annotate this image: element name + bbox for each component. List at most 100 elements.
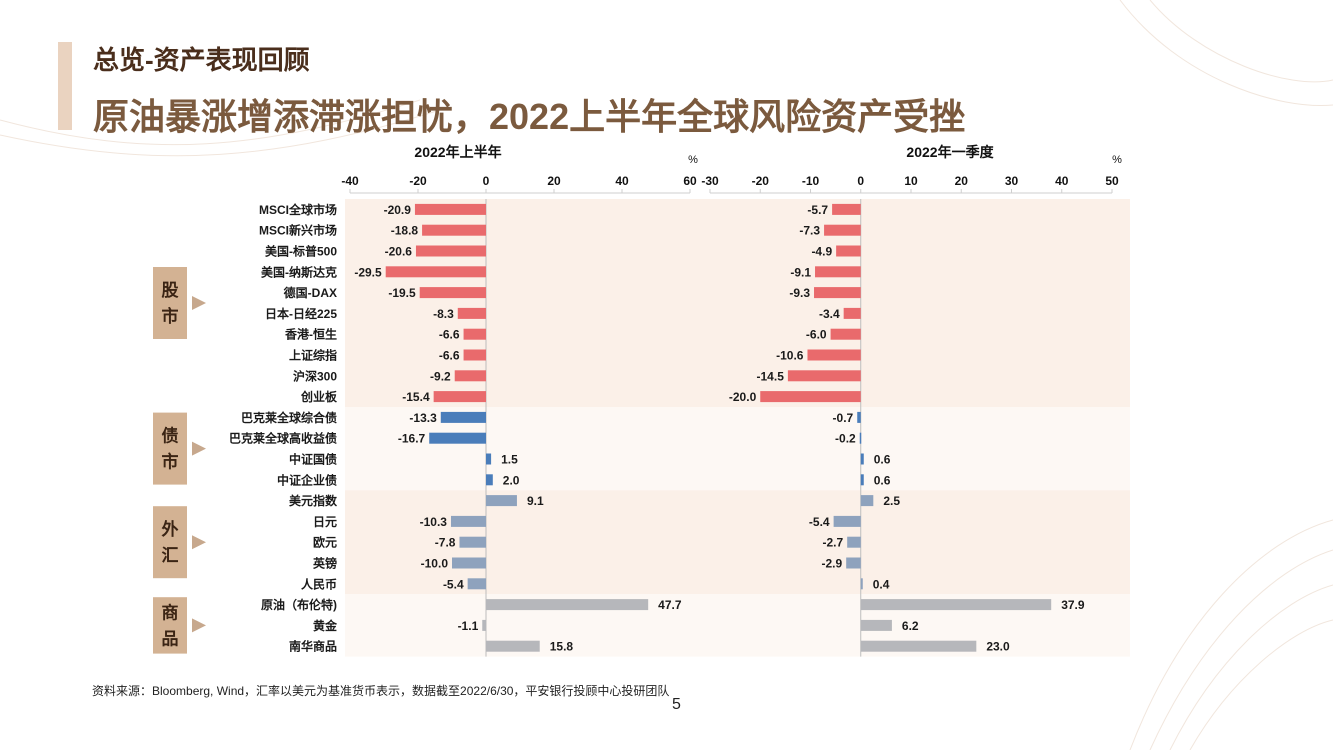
bar [415,245,486,257]
data-label: -5.4 [443,577,464,591]
bar [860,474,864,486]
data-label: 0.4 [873,577,890,591]
group-label-text: 市 [162,306,179,326]
category-label: 上证综指 [289,348,337,363]
data-label: 0.6 [874,473,891,487]
bar [833,515,861,527]
panel-title: 2022年上半年 [414,144,501,160]
bar [843,307,861,319]
group-arrow-icon [192,618,206,633]
group-label-text: 债 [162,426,179,446]
bar [457,307,486,319]
data-label: 6.2 [902,619,919,633]
x-tick-label: 40 [615,174,629,188]
category-label: 中证国债 [289,452,337,467]
bar [419,287,486,299]
category-label: 沪深300 [293,368,337,383]
page-title: 原油暴涨增添滞涨担忧，2022上半年全球风险资产受挫 [93,96,966,137]
group-arrow-icon [192,535,206,550]
bar [824,224,861,236]
category-label: 美国-纳斯达克 [261,264,337,279]
x-tick-label: 40 [1055,174,1069,188]
data-label: -20.9 [384,203,412,217]
bar [830,328,861,340]
panel-title: 2022年一季度 [906,144,994,160]
data-label: 1.5 [501,453,518,467]
category-label: 香港-恒生 [284,327,337,342]
category-label: MSCI全球市场 [259,202,337,217]
data-label: -10.0 [421,557,449,571]
bar [486,640,540,652]
data-label: 0.6 [874,453,891,467]
category-label: 人民币 [301,576,337,591]
bar [467,578,486,590]
data-label: -8.3 [433,307,454,321]
bar [414,203,486,215]
data-label: -15.4 [402,390,430,404]
data-label: 9.1 [527,494,544,508]
bar [482,619,486,631]
bar [463,349,486,361]
data-label: 2.0 [503,473,520,487]
data-label: 2.5 [883,494,900,508]
group-label-text: 品 [162,629,179,648]
bar [454,370,486,382]
data-label: -20.6 [385,245,413,259]
bar [440,411,486,423]
data-label: -3.4 [819,307,840,321]
bar [385,266,486,278]
bar [433,391,486,403]
x-tick-label: -30 [701,174,719,188]
bar [760,391,861,403]
category-label: 创业板 [300,389,338,404]
group-label-text: 市 [162,452,179,472]
data-label: -20.0 [729,390,757,404]
group-label-box [153,597,187,654]
category-label: 原油（布伦特) [261,597,337,612]
category-label: 中证企业债 [277,472,337,487]
x-tick-label: 50 [1105,174,1119,188]
data-label: -0.7 [833,411,854,425]
data-label: -0.2 [835,432,856,446]
bar [860,453,864,465]
bar [814,287,861,299]
bar [459,536,486,548]
bar [847,536,861,548]
x-tick-label: 20 [547,174,561,188]
group-label-box [153,267,187,339]
group-label-box [153,506,187,579]
bar [450,515,486,527]
x-tick-label: 0 [483,174,490,188]
bar [846,557,861,569]
bar [815,266,861,278]
category-label: 欧元 [313,535,337,550]
bar [422,224,486,236]
data-label: -13.3 [409,411,437,425]
x-tick-label: -20 [752,174,770,188]
bar [463,328,486,340]
data-label: -5.4 [809,515,830,529]
data-label: -14.5 [757,369,785,383]
category-label: 英镑 [313,556,337,571]
bar [860,640,977,652]
bar [832,203,861,215]
data-label: -4.9 [811,245,832,259]
data-label: -10.6 [776,349,804,363]
category-label: MSCI新兴市场 [259,223,337,238]
data-label: 15.8 [550,640,574,654]
data-label: -2.9 [821,557,842,571]
data-label: -19.5 [388,286,416,300]
bar [787,370,861,382]
group-label-text: 外 [162,519,179,539]
data-label: 47.7 [658,598,682,612]
x-tick-label: 0 [857,174,864,188]
data-label: -7.3 [799,224,820,238]
category-label: 巴克莱全球综合债 [241,410,337,425]
bar [836,245,861,257]
group-arrow-icon [192,441,206,456]
bar [860,495,874,507]
bar [486,599,649,611]
x-tick-label: 30 [1005,174,1019,188]
